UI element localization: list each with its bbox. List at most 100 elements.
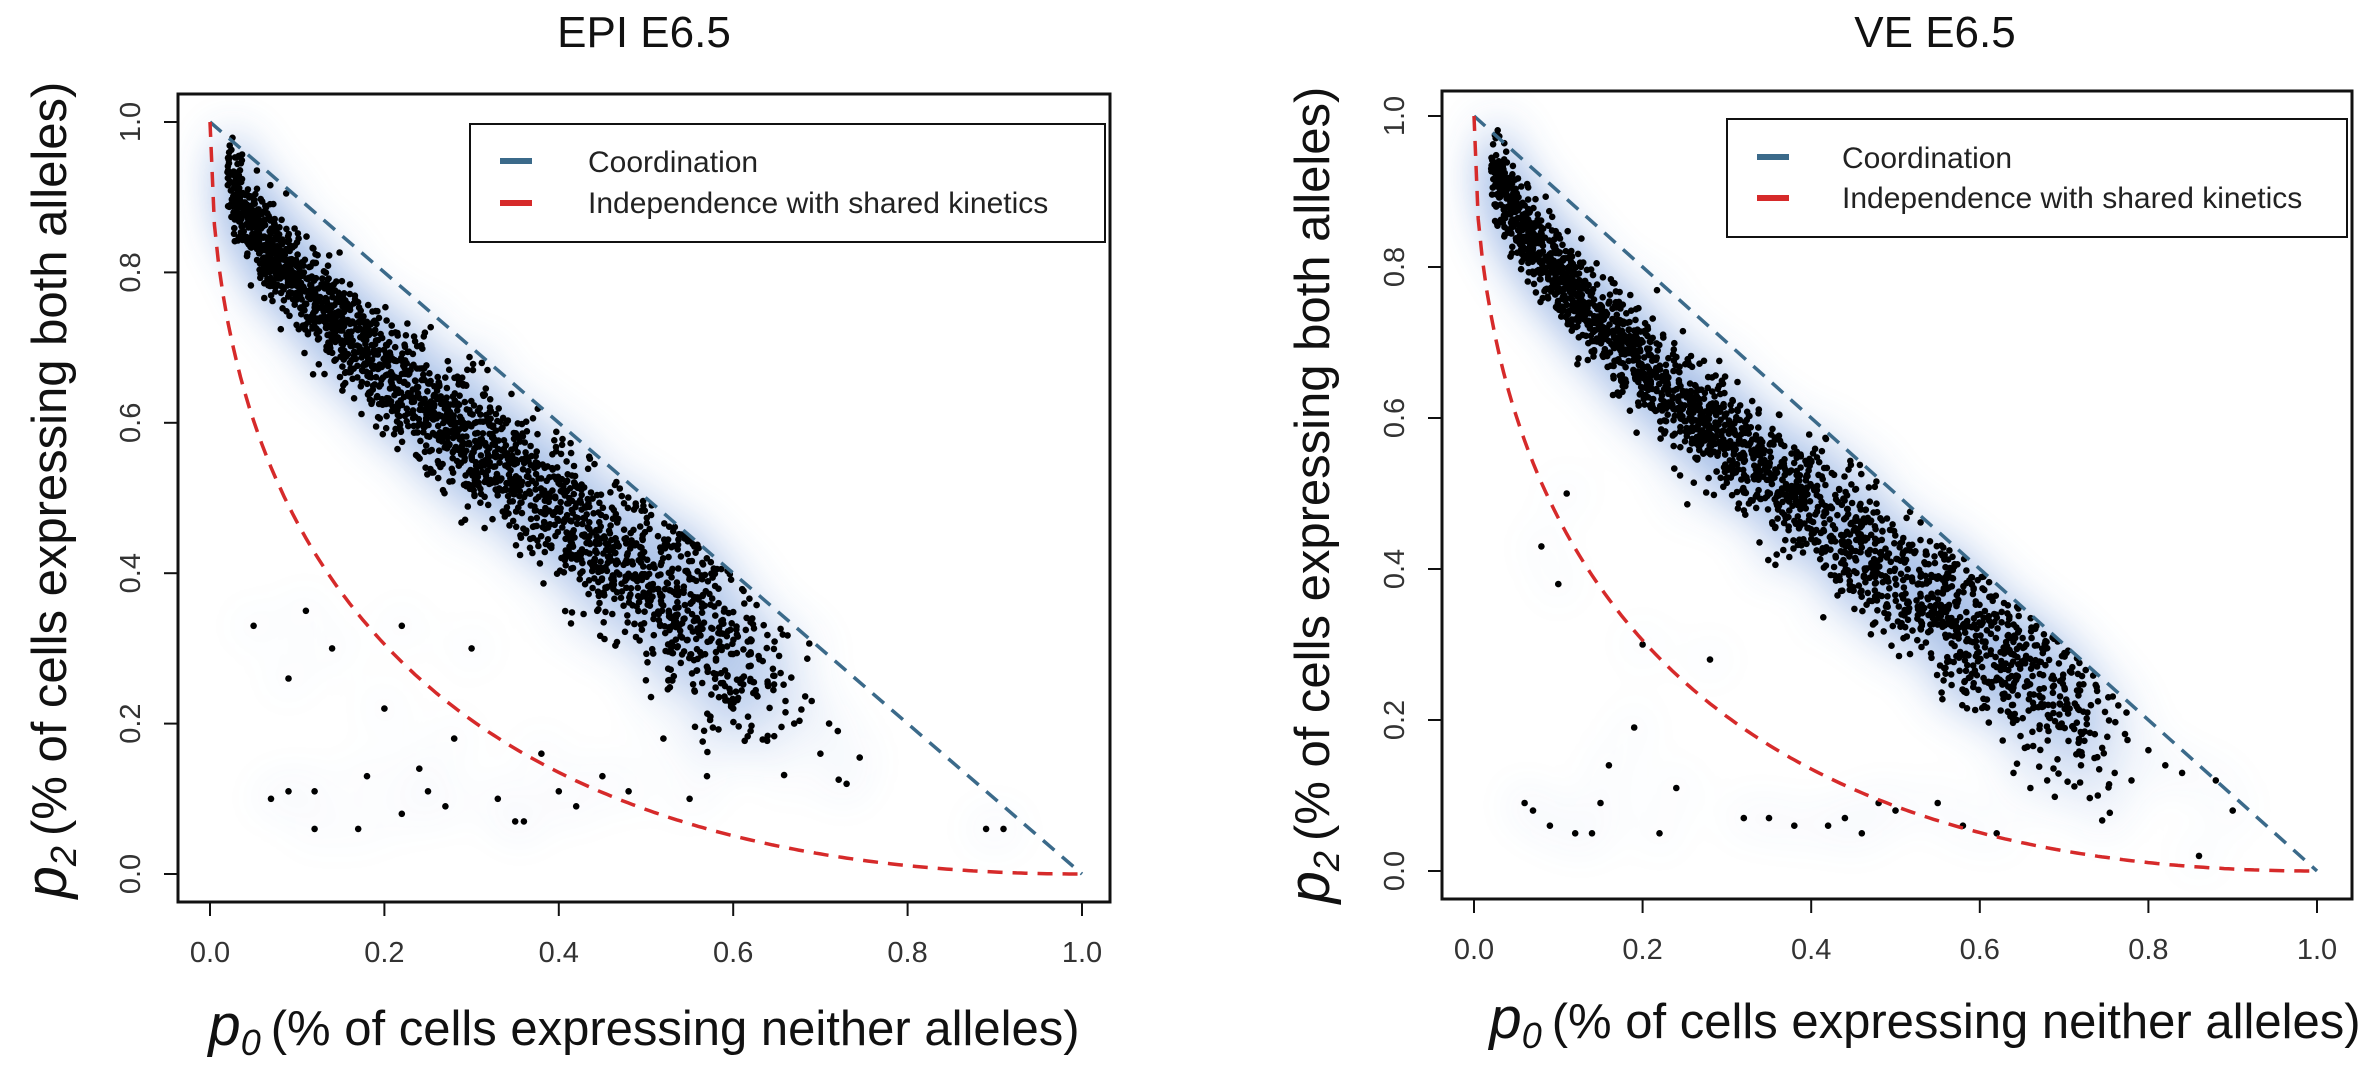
data-point bbox=[395, 374, 403, 382]
data-point bbox=[677, 553, 685, 560]
data-point bbox=[371, 341, 379, 348]
data-point bbox=[734, 633, 742, 640]
data-point bbox=[704, 668, 711, 676]
panel-epi: EPI E6.5 0.0 0.2 0.4 0.6 0.8 1.0 0.00.20.40.6… bbox=[14, 8, 1112, 1063]
data-point bbox=[621, 628, 629, 636]
data-point bbox=[461, 449, 468, 457]
data-point bbox=[275, 231, 283, 238]
data-point bbox=[461, 516, 469, 524]
data-point bbox=[346, 359, 354, 367]
data-point bbox=[695, 596, 702, 603]
data-point bbox=[390, 430, 398, 438]
data-point bbox=[324, 331, 331, 339]
data-point bbox=[622, 540, 630, 547]
data-point bbox=[414, 429, 422, 436]
data-point bbox=[643, 556, 651, 564]
data-point bbox=[711, 582, 719, 590]
data-point bbox=[747, 662, 754, 670]
data-point bbox=[618, 588, 626, 595]
data-point bbox=[428, 446, 436, 454]
data-point bbox=[738, 585, 746, 593]
data-point bbox=[414, 390, 422, 397]
data-point bbox=[452, 401, 459, 408]
data-point bbox=[509, 517, 517, 525]
data-point bbox=[527, 502, 535, 509]
panel-title: EPI E6.5 bbox=[557, 8, 731, 57]
data-point bbox=[309, 371, 317, 378]
data-point bbox=[463, 482, 470, 490]
data-point bbox=[225, 149, 233, 156]
data-point bbox=[565, 547, 572, 554]
data-point bbox=[607, 522, 614, 529]
data-point bbox=[369, 308, 376, 315]
data-point bbox=[280, 286, 288, 293]
data-point bbox=[320, 268, 328, 275]
data-point bbox=[769, 665, 777, 673]
data-point bbox=[270, 277, 277, 285]
data-point bbox=[416, 406, 424, 414]
data-point bbox=[511, 818, 519, 825]
data-point bbox=[237, 190, 245, 198]
data-point bbox=[639, 536, 646, 544]
data-point bbox=[520, 525, 527, 532]
data-point bbox=[623, 556, 630, 564]
x-axis-label: p0 (% of cells expressing neither alleles… bbox=[206, 993, 1079, 1063]
data-point bbox=[435, 447, 443, 455]
data-point bbox=[359, 318, 366, 326]
data-point bbox=[502, 485, 509, 493]
data-point bbox=[595, 592, 603, 600]
data-point bbox=[253, 227, 261, 235]
data-point bbox=[446, 478, 453, 485]
data-point bbox=[427, 377, 434, 385]
data-point bbox=[444, 434, 451, 441]
data-point bbox=[326, 323, 334, 331]
data-point bbox=[538, 750, 545, 757]
data-point bbox=[600, 619, 607, 626]
data-point bbox=[442, 374, 449, 381]
data-point bbox=[364, 301, 372, 309]
data-point bbox=[441, 489, 448, 497]
data-point bbox=[665, 553, 672, 561]
data-point bbox=[471, 492, 478, 500]
data-point bbox=[596, 599, 603, 607]
data-point bbox=[404, 348, 411, 356]
data-point bbox=[700, 727, 708, 735]
data-point bbox=[779, 631, 787, 638]
data-point bbox=[468, 456, 476, 464]
data-point bbox=[856, 754, 863, 761]
data-point bbox=[688, 557, 696, 565]
data-point bbox=[382, 303, 389, 311]
data-point bbox=[492, 475, 500, 482]
data-point bbox=[259, 223, 267, 230]
data-point bbox=[354, 362, 361, 370]
data-point bbox=[311, 304, 319, 311]
coordination-curve bbox=[208, 120, 1084, 876]
data-point bbox=[608, 504, 616, 512]
data-point bbox=[664, 665, 672, 672]
data-point bbox=[834, 727, 842, 735]
data-point bbox=[376, 415, 384, 422]
data-point bbox=[315, 361, 323, 368]
data-point bbox=[388, 322, 396, 329]
data-point bbox=[320, 317, 328, 325]
data-point bbox=[398, 438, 406, 446]
data-point bbox=[455, 462, 463, 470]
data-point bbox=[285, 237, 293, 244]
y-tick-label: 0.0 bbox=[115, 854, 147, 894]
data-point bbox=[716, 628, 723, 636]
data-point bbox=[244, 186, 252, 193]
data-point bbox=[388, 379, 396, 387]
data-point bbox=[312, 296, 319, 304]
y-tick-label: 0.2 bbox=[115, 703, 147, 743]
data-point bbox=[640, 548, 648, 556]
data-point bbox=[359, 331, 367, 338]
data-point bbox=[449, 469, 457, 477]
data-point bbox=[281, 251, 289, 259]
data-point bbox=[325, 288, 333, 296]
data-point bbox=[478, 435, 486, 443]
data-point bbox=[522, 418, 530, 426]
data-point bbox=[479, 468, 486, 476]
data-point bbox=[584, 495, 591, 503]
x-tick-label: 0.6 bbox=[713, 937, 753, 969]
data-point bbox=[557, 498, 564, 506]
